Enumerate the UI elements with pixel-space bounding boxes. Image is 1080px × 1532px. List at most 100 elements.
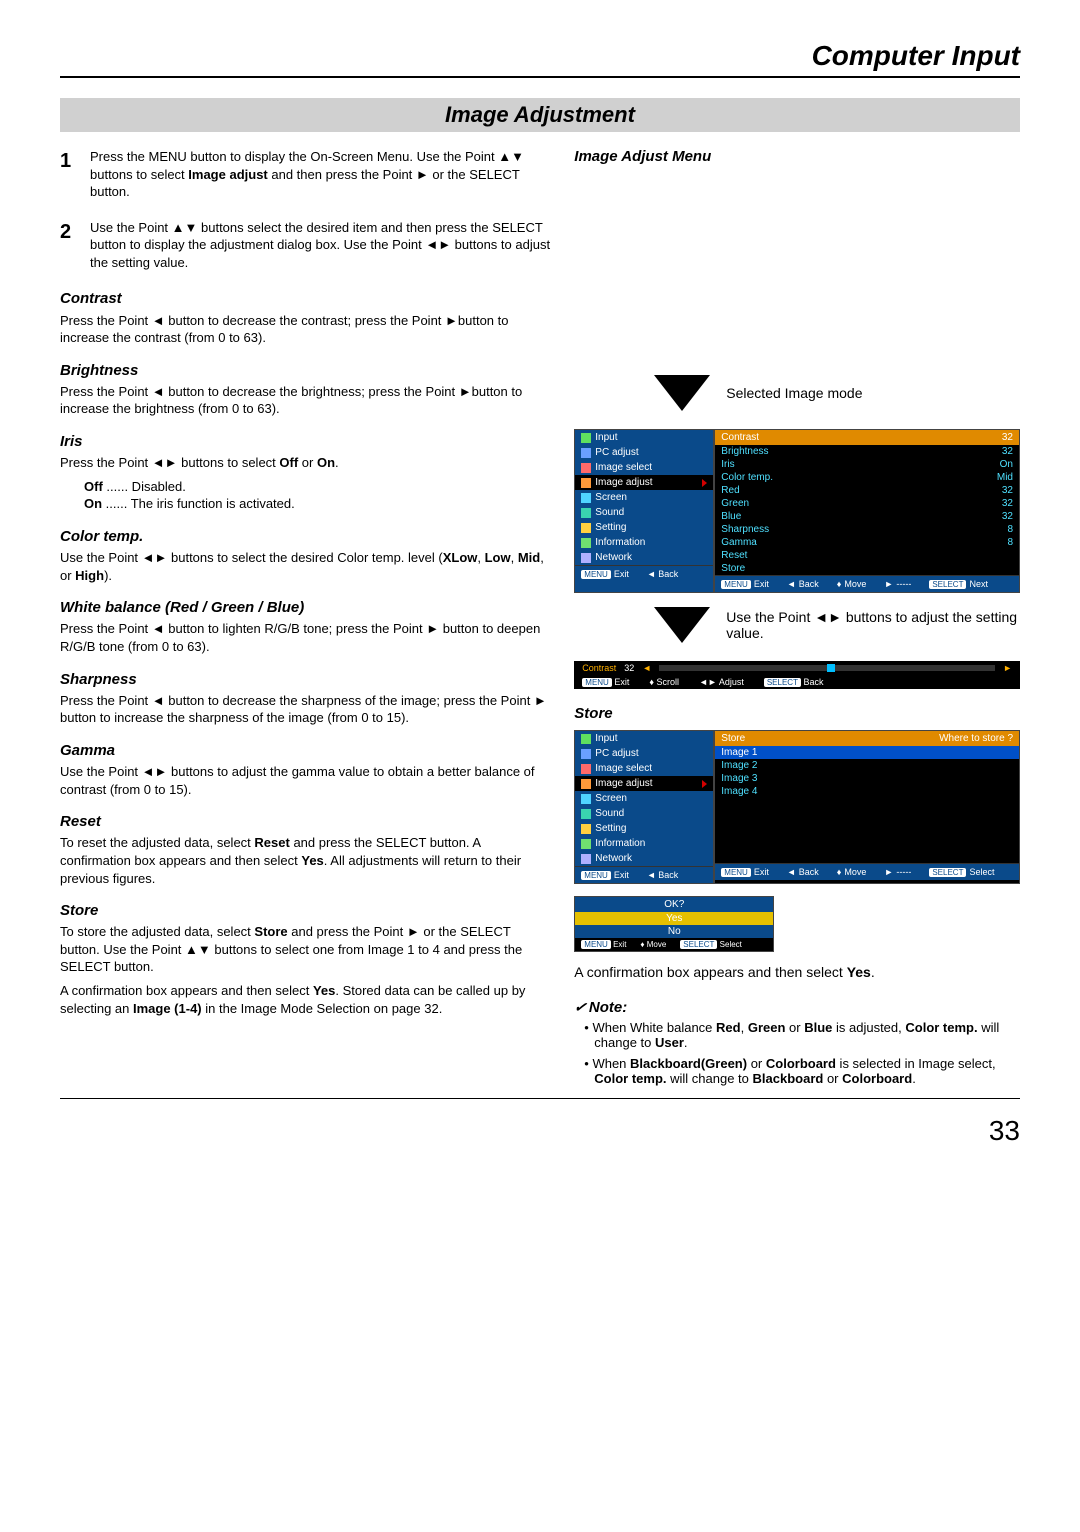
osd-adjust-row[interactable]: Brightness32	[715, 445, 1019, 458]
osd-empty-row	[715, 811, 1019, 824]
osd-store-row[interactable]: Image 2	[715, 759, 1019, 772]
footer-exit: Exit	[754, 579, 769, 589]
osd-left-footer: MENUExit◄ Back	[575, 866, 713, 883]
osd-menu-item[interactable]: Sound	[575, 806, 713, 821]
gamma-head: Gamma	[60, 741, 550, 761]
step-1-text: Press the MENU button to display the On-…	[90, 148, 550, 201]
footer2-dash: -----	[896, 867, 911, 877]
contrast-text: Press the Point ◄ button to decrease the…	[60, 312, 550, 347]
page-header-title: Computer Input	[60, 40, 1020, 78]
ok-no[interactable]: No	[575, 925, 773, 938]
menu-label: Input	[595, 432, 617, 443]
osd-menu-item[interactable]: Input	[575, 430, 713, 445]
brightness-text: Press the Point ◄ button to decrease the…	[60, 383, 550, 418]
osd-menu-item[interactable]: Sound	[575, 505, 713, 520]
osd-store: Input PC adjust Image selectImage adjustSc…	[574, 730, 1020, 884]
osd-store-row[interactable]: Image 3	[715, 772, 1019, 785]
osd-adjust-row[interactable]: IrisOn	[715, 458, 1019, 471]
store-head-right: Store	[574, 705, 1020, 722]
ok-yes[interactable]: Yes	[575, 912, 773, 925]
contrast-head: Contrast	[60, 289, 550, 309]
menu-label: Setting	[595, 522, 626, 533]
menu-icon	[581, 809, 591, 819]
note-item: When White balance Red, Green or Blue is…	[584, 1020, 1020, 1050]
contrast-adjust-bar: Contrast 32 ◄ ► MENU Exit ♦ Scroll ◄► Ad…	[574, 661, 1020, 689]
osd-menu-item[interactable]: Information	[575, 836, 713, 851]
contrast-slider[interactable]	[659, 665, 995, 671]
osd-adjust-row[interactable]: Green32	[715, 497, 1019, 510]
iris-on-label: On	[84, 496, 102, 511]
ok-head: OK?	[575, 897, 773, 912]
menu-label: Network	[595, 853, 632, 864]
menu-badge: MENU	[721, 580, 751, 589]
menu-label: PC adjust	[595, 748, 638, 759]
store-p2: A confirmation box appears and then sele…	[60, 982, 550, 1017]
cb-scroll: Scroll	[656, 677, 679, 687]
osd-menu-item[interactable]: Setting	[575, 821, 713, 836]
osd-adjust-row[interactable]: Reset	[715, 549, 1019, 562]
ok-move: Move	[647, 940, 667, 949]
osd-menu-item[interactable]: PC adjust	[575, 746, 713, 761]
menu-icon	[581, 493, 591, 503]
osd-store-row[interactable]: Image 1	[715, 746, 1019, 759]
footer2-back: Back	[799, 867, 819, 877]
menu-icon	[581, 508, 591, 518]
sharpness-head: Sharpness	[60, 670, 550, 690]
osd-menu-item[interactable]: Image adjust	[575, 776, 713, 791]
menu-icon	[581, 448, 591, 458]
menu-label: Network	[595, 552, 632, 563]
select-badge: SELECT	[764, 678, 801, 687]
osd-menu-item[interactable]: Image select	[575, 761, 713, 776]
note-list: When White balance Red, Green or Blue is…	[574, 1020, 1020, 1086]
osd-footer: MENUExit ◄ Back ♦ Move ► ----- SELECTNex…	[715, 575, 1019, 592]
osd-adjust-row[interactable]: Blue32	[715, 510, 1019, 523]
menu-label: Image adjust	[595, 477, 652, 488]
osd-menu-item[interactable]: PC adjust	[575, 445, 713, 460]
osd-adjust-row[interactable]: Color temp.Mid	[715, 471, 1019, 484]
osd-adjust-row[interactable]: Red32	[715, 484, 1019, 497]
osd-menu-item[interactable]: Image adjust	[575, 475, 713, 490]
menu-icon	[581, 779, 591, 789]
menu-icon	[581, 764, 591, 774]
osd-menu-item[interactable]: Screen	[575, 791, 713, 806]
osd-empty-row	[715, 824, 1019, 837]
footer-rule	[60, 1098, 1020, 1099]
osd-menu-item[interactable]: Setting	[575, 520, 713, 535]
menu-icon	[581, 433, 591, 443]
osd-empty-row	[715, 798, 1019, 811]
osd-adjust-row[interactable]: Contrast32	[715, 430, 1019, 445]
osd-menu-item[interactable]: Network	[575, 851, 713, 866]
menu-label: Sound	[595, 808, 624, 819]
menu-label: Information	[595, 838, 645, 849]
use-point-label: Use the Point ◄► buttons to adjust the s…	[726, 609, 1020, 641]
page-number: 33	[60, 1115, 1020, 1147]
menu-icon	[581, 794, 591, 804]
osd-menu-item[interactable]: Information	[575, 535, 713, 550]
cb-exit: Exit	[614, 677, 629, 687]
brightness-head: Brightness	[60, 361, 550, 381]
osd-store-row[interactable]: Image 4	[715, 785, 1019, 798]
osd-menu-item[interactable]: Input	[575, 731, 713, 746]
select-badge: SELECT	[929, 868, 966, 877]
osd-left-footer: MENUExit◄ Back	[575, 565, 713, 582]
menu-badge: MENU	[581, 940, 611, 949]
footer-dash: -----	[896, 579, 911, 589]
store-osd-header: Store Where to store ?	[715, 731, 1019, 746]
confirmation-text: A confirmation box appears and then sele…	[574, 964, 1020, 980]
menu-label: Setting	[595, 823, 626, 834]
arrow-down-icon	[654, 375, 710, 411]
osd-menu-item[interactable]: Screen	[575, 490, 713, 505]
osd-footer: MENUExit ◄ Back ♦ Move ► ----- SELECTSel…	[715, 863, 1019, 880]
menu-icon	[581, 523, 591, 533]
menu-badge: MENU	[721, 868, 751, 877]
osd-empty-row	[715, 837, 1019, 850]
footer-back: Back	[799, 579, 819, 589]
osd-menu-item[interactable]: Network	[575, 550, 713, 565]
ok-exit: Exit	[613, 940, 626, 949]
footer-next: Next	[969, 579, 988, 589]
osd-adjust-row[interactable]: Sharpness8	[715, 523, 1019, 536]
osd-adjust-row[interactable]: Store	[715, 562, 1019, 575]
osd-menu-item[interactable]: Image select	[575, 460, 713, 475]
menu-label: PC adjust	[595, 447, 638, 458]
osd-adjust-row[interactable]: Gamma8	[715, 536, 1019, 549]
